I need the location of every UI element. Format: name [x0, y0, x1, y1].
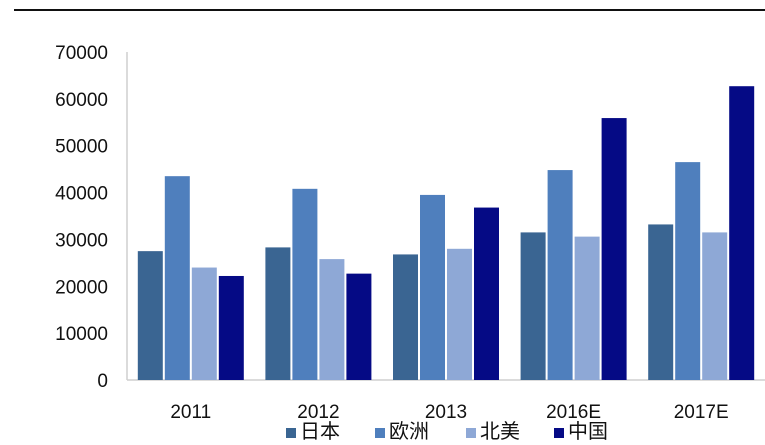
bar-2016E-欧洲: [547, 170, 573, 380]
bar-2011-北美: [191, 267, 217, 380]
bar-2011-日本: [137, 251, 163, 380]
x-tick-label: 2011: [170, 402, 211, 423]
bars: [137, 86, 755, 380]
bar-2012-北美: [319, 259, 345, 380]
bar-2017E-北美: [702, 232, 728, 380]
y-axis-ticks: 0 10000 20000 30000 40000 50000 60000 70000: [55, 43, 108, 392]
bar-2013-北美: [447, 248, 472, 380]
legend-label: 欧洲: [389, 419, 429, 443]
x-tick-label: 2013: [425, 402, 467, 423]
y-tick-label: 60000: [55, 90, 108, 111]
legend-swatch: [466, 428, 476, 438]
x-tick-label: 2016E: [546, 402, 601, 423]
bar-2012-日本: [265, 247, 291, 380]
legend-swatch: [286, 428, 296, 438]
x-axis-ticks: 2011 2012 2013 2016E 2017E: [170, 402, 728, 423]
bar-2017E-日本: [648, 224, 674, 380]
y-tick-label: 40000: [55, 184, 108, 205]
legend-label: 日本: [300, 419, 340, 443]
bar-2013-中国: [474, 207, 499, 380]
bar-2016E-日本: [520, 232, 546, 380]
legend-label: 中国: [568, 419, 608, 443]
bar-2016E-中国: [601, 118, 627, 380]
y-tick-label: 30000: [55, 230, 108, 251]
bar-2012-欧洲: [292, 188, 318, 380]
bar-2011-中国: [218, 275, 244, 380]
legend-swatch: [375, 428, 385, 438]
y-tick-label: 10000: [55, 324, 108, 345]
x-tick-label: 2017E: [674, 402, 729, 423]
y-tick-label: 70000: [55, 43, 108, 64]
bar-2016E-北美: [574, 236, 600, 380]
bar-2013-欧洲: [420, 194, 445, 380]
x-tick-label: 2012: [297, 402, 339, 423]
y-tick-label: 50000: [55, 137, 108, 158]
bar-2012-中国: [346, 273, 372, 380]
legend-label: 北美: [480, 419, 520, 443]
bar-2011-欧洲: [164, 176, 190, 380]
legend-swatch: [554, 428, 564, 438]
bar-2013-日本: [393, 254, 418, 380]
y-tick-label: 0: [97, 371, 108, 392]
y-tick-label: 20000: [55, 277, 108, 298]
bar-2017E-中国: [729, 86, 755, 380]
bar-2017E-欧洲: [675, 162, 701, 380]
legend: 日本 欧洲 北美 中国: [286, 419, 608, 443]
